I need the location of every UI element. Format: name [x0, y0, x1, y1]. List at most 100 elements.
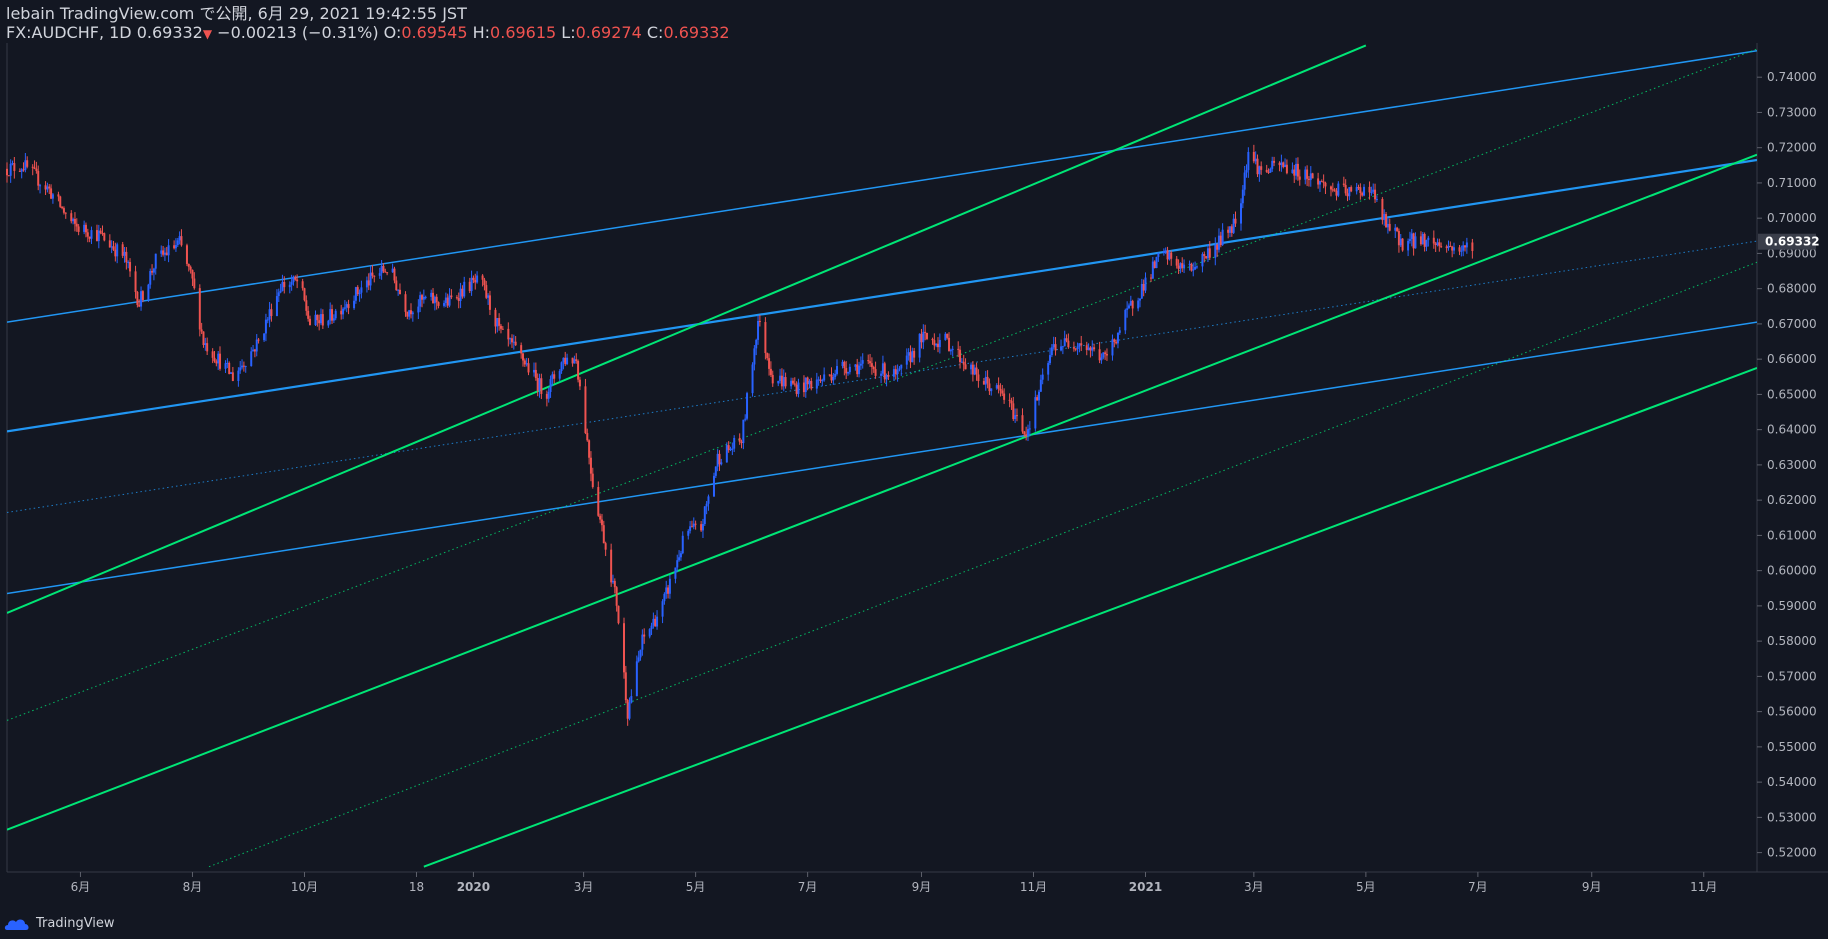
candle-body: [160, 250, 163, 254]
candle-body: [308, 318, 311, 326]
candle-body: [957, 348, 960, 350]
candle-body: [1085, 345, 1088, 351]
candle-body: [191, 269, 194, 279]
candle-body: [635, 661, 638, 697]
candle-body: [624, 672, 627, 701]
candle-body: [536, 378, 539, 391]
candle-body: [141, 291, 144, 300]
candle-body: [33, 167, 36, 169]
high-label: H:: [467, 23, 491, 42]
candle-body: [314, 314, 317, 326]
candle-body: [257, 339, 260, 341]
candle-body: [547, 391, 550, 399]
candle-body: [378, 273, 381, 276]
candlesticks: [6, 144, 1474, 726]
candle-body: [880, 373, 883, 376]
candle-body: [494, 309, 497, 327]
candle-body: [949, 349, 952, 352]
candle-body: [720, 462, 723, 465]
candle-body: [933, 340, 936, 346]
candle-body: [108, 240, 111, 248]
candle-body: [1063, 338, 1066, 347]
candle-body: [26, 160, 29, 167]
candle-body: [938, 339, 941, 348]
y-tick-label: 0.54000: [1767, 775, 1817, 789]
candle-body: [1061, 346, 1064, 348]
footer-brand[interactable]: TradingView: [36, 916, 115, 931]
y-tick-label: 0.58000: [1767, 634, 1817, 648]
candle-body: [946, 333, 949, 338]
candle-body: [1129, 300, 1132, 306]
candle-body: [1394, 227, 1397, 231]
candle-body: [1194, 266, 1197, 270]
candle-body: [1203, 254, 1206, 257]
candle-body: [103, 233, 106, 241]
candle-body: [911, 350, 914, 363]
trend-channels[interactable]: [7, 44, 1757, 868]
candle-body: [84, 224, 87, 233]
candle-body: [178, 236, 181, 241]
candle-body: [802, 382, 805, 393]
tradingview-logo-icon[interactable]: [4, 917, 30, 931]
candle-body: [1438, 242, 1441, 247]
candle-body: [327, 320, 330, 326]
candle-body: [1372, 189, 1375, 192]
candle-body: [448, 295, 451, 306]
candle-body: [613, 580, 616, 588]
candle-body: [411, 312, 414, 315]
trend-line-green: [208, 261, 1757, 868]
candle-body: [483, 279, 486, 286]
candle-body: [129, 262, 132, 272]
candle-body: [588, 440, 591, 458]
candle-body: [1195, 266, 1198, 268]
candle-body: [1153, 261, 1156, 269]
candle-body: [266, 319, 269, 321]
candle-body: [617, 605, 620, 624]
candle-body: [154, 253, 157, 269]
candle-body: [534, 369, 537, 379]
candle-body: [1285, 164, 1288, 174]
candle-body: [573, 359, 576, 364]
candle-body: [1111, 339, 1114, 356]
y-tick-label: 0.66000: [1767, 352, 1817, 366]
candle-body: [925, 332, 928, 339]
low-value: 0.69274: [575, 23, 642, 42]
candle-body: [986, 376, 989, 384]
candle-body: [1072, 347, 1075, 349]
candle-body: [1363, 186, 1366, 196]
candle-body: [611, 580, 614, 583]
candle-body: [331, 309, 334, 321]
candle-body: [1067, 340, 1070, 348]
close-label: C:: [641, 23, 664, 42]
candle-body: [498, 318, 501, 326]
open-label: O:: [378, 23, 402, 42]
candle-body: [185, 245, 188, 264]
candle-body: [562, 357, 565, 363]
candle-body: [433, 296, 436, 304]
candle-body: [1060, 346, 1063, 351]
candle-body: [661, 601, 664, 617]
candle-body: [894, 369, 897, 375]
candle-body: [1170, 252, 1173, 259]
candle-body: [202, 331, 205, 346]
candle-body: [424, 296, 427, 298]
candle-body: [1361, 192, 1364, 196]
candle-body: [230, 372, 233, 374]
candle-body: [1239, 203, 1242, 224]
candle-body: [127, 262, 130, 264]
candle-body: [193, 278, 196, 289]
candle-body: [628, 702, 631, 719]
candle-body: [1451, 246, 1454, 251]
candle-body: [1116, 332, 1119, 344]
candle-body: [86, 232, 89, 237]
candle-body: [1093, 347, 1096, 350]
candle-body: [470, 277, 473, 292]
last-price-badge: 0.69332: [1758, 233, 1820, 250]
candle-body: [707, 496, 710, 504]
candle-body: [13, 163, 16, 171]
candle-body: [1423, 233, 1426, 247]
candle-body: [1269, 168, 1272, 173]
candle-body: [1047, 363, 1050, 375]
candle-body: [1049, 355, 1052, 364]
